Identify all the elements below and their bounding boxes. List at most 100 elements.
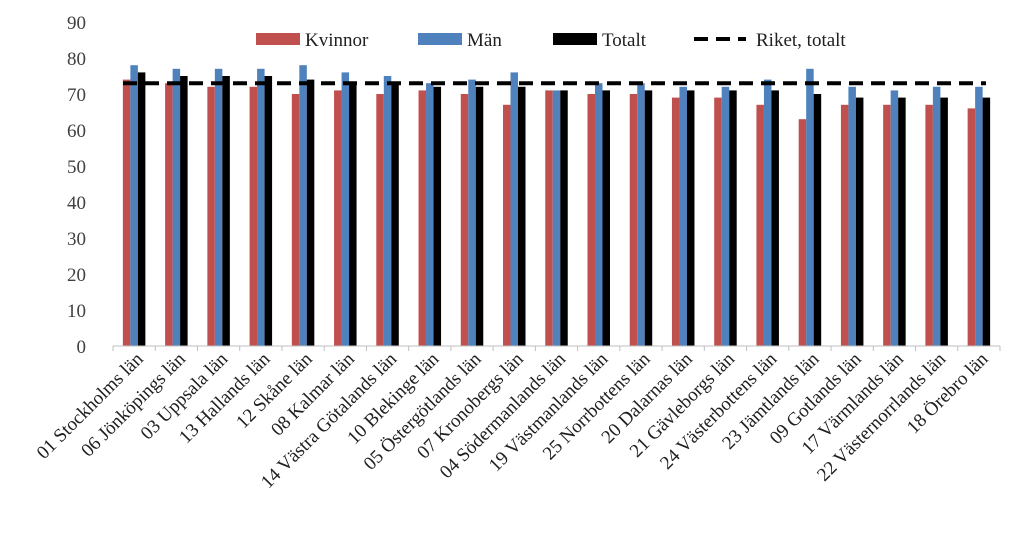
- bar-kvinnor: [418, 90, 427, 347]
- bar-m-n: [468, 79, 476, 346]
- bar-m-n: [426, 83, 434, 346]
- bar-group: [122, 65, 146, 347]
- bar-kvinnor: [925, 104, 933, 346]
- legend-swatch: [418, 33, 462, 45]
- bar-kvinnor: [883, 104, 891, 346]
- bar-totalt: [518, 86, 526, 347]
- bar-totalt: [180, 76, 188, 346]
- legend-entry: Riket, totalt: [694, 30, 846, 51]
- bar-kvinnor: [165, 83, 173, 346]
- bar-totalt: [982, 97, 991, 346]
- y-tick-label: 80: [67, 49, 86, 70]
- bar-totalt: [137, 72, 146, 347]
- bar-group: [798, 68, 822, 347]
- bar-group: [714, 86, 737, 347]
- bar-kvinnor: [756, 104, 764, 346]
- bar-kvinnor: [587, 94, 595, 346]
- bar-totalt: [940, 97, 948, 346]
- bar-group: [418, 83, 442, 347]
- bar-group: [503, 72, 526, 347]
- y-tick-label: 30: [67, 229, 86, 250]
- bar-kvinnor: [503, 104, 511, 346]
- bar-m-n: [257, 68, 265, 347]
- bar-group: [967, 86, 991, 347]
- bar-group: [671, 86, 695, 347]
- bar-kvinnor: [967, 108, 976, 347]
- legend-entry: Kvinnor: [256, 30, 369, 51]
- bar-m-n: [172, 68, 181, 347]
- bar-totalt: [222, 76, 230, 346]
- bar-m-n: [510, 72, 519, 347]
- bar-kvinnor: [122, 79, 131, 346]
- bar-group: [249, 68, 273, 347]
- y-tick-label: 0: [77, 337, 87, 358]
- bar-group: [756, 79, 779, 347]
- bars: [122, 65, 991, 347]
- legend-label: Riket, totalt: [756, 30, 846, 51]
- bar-m-n: [721, 86, 730, 347]
- bar-kvinnor: [376, 94, 384, 346]
- bar-kvinnor: [207, 86, 215, 347]
- bar-kvinnor: [629, 94, 638, 346]
- bar-m-n: [214, 68, 223, 347]
- bar-kvinnor: [460, 94, 469, 346]
- bar-group: [840, 86, 864, 347]
- bar-totalt: [813, 94, 822, 346]
- bar-group: [460, 79, 484, 347]
- y-tick-label: 70: [67, 85, 86, 106]
- bar-totalt: [898, 97, 906, 346]
- bar-group: [545, 90, 568, 347]
- bar-totalt: [560, 90, 568, 347]
- bar-kvinnor: [840, 104, 849, 346]
- legend-label: Totalt: [602, 30, 647, 51]
- bar-kvinnor: [291, 94, 300, 346]
- bar-kvinnor: [334, 90, 342, 347]
- bar-m-n: [932, 86, 941, 347]
- bar-totalt: [264, 76, 273, 346]
- bar-totalt: [306, 79, 315, 346]
- legend-entry: Män: [418, 30, 502, 51]
- legend: Kvinnor Män Totalt Riket, totalt: [256, 30, 846, 51]
- bar-kvinnor: [545, 90, 553, 347]
- bar-totalt: [686, 90, 695, 347]
- bar-m-n: [848, 86, 856, 347]
- bar-m-n: [679, 86, 687, 347]
- bar-totalt: [771, 90, 779, 347]
- bar-totalt: [855, 97, 864, 346]
- bar-m-n: [806, 68, 814, 347]
- y-tick-label: 50: [67, 157, 86, 178]
- bar-totalt: [349, 83, 357, 346]
- y-tick-label: 20: [67, 265, 86, 286]
- bar-kvinnor: [714, 97, 722, 346]
- bar-group: [165, 68, 188, 347]
- bar-kvinnor: [798, 119, 807, 346]
- bar-m-n: [341, 72, 350, 347]
- bar-group: [629, 83, 653, 347]
- bar-m-n: [975, 86, 983, 347]
- bar-group: [376, 76, 399, 346]
- bar-group: [291, 65, 315, 346]
- bar-m-n: [552, 90, 561, 347]
- bar-m-n: [299, 65, 307, 346]
- bar-m-n: [763, 79, 772, 346]
- bar-m-n: [130, 65, 138, 346]
- y-axis: 0 10 20 30 40 50 60 70 80 90: [67, 13, 86, 358]
- y-tick-label: 10: [67, 301, 86, 322]
- legend-swatch: [256, 33, 300, 45]
- bar-totalt: [644, 90, 653, 347]
- bar-totalt: [475, 86, 484, 347]
- bar-totalt: [602, 90, 610, 347]
- y-tick-label: 60: [67, 121, 86, 142]
- bar-group: [334, 72, 357, 347]
- bar-kvinnor: [671, 97, 680, 346]
- bar-group: [925, 86, 948, 347]
- bar-group: [207, 68, 230, 347]
- bar-group: [883, 90, 906, 347]
- bar-group: [587, 83, 610, 347]
- legend-swatch: [553, 33, 597, 45]
- bar-totalt: [433, 86, 442, 347]
- bar-m-n: [594, 83, 603, 346]
- bar-m-n: [383, 76, 392, 346]
